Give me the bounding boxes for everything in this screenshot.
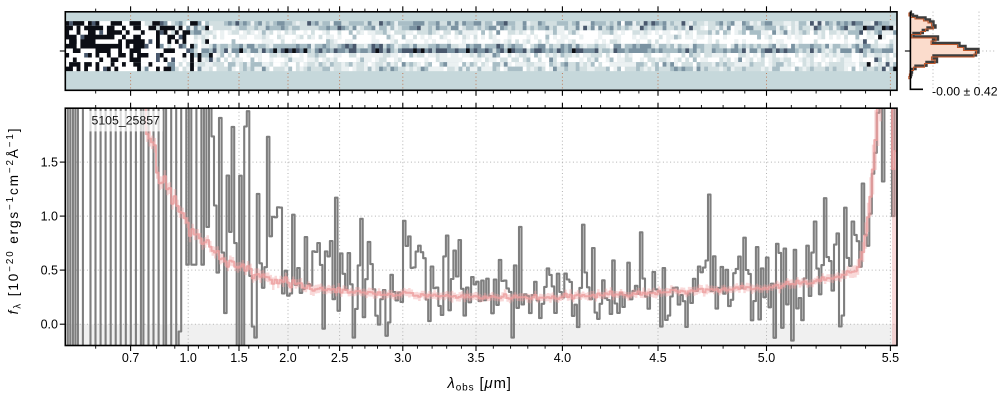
svg-text:1.0: 1.0: [41, 209, 58, 223]
svg-text:fλ [10−20 ergs−1cm−2Å−1]: fλ [10−20 ergs−1cm−2Å−1]: [5, 127, 24, 315]
svg-text:2.5: 2.5: [331, 351, 348, 365]
svg-text:0.7: 0.7: [122, 351, 139, 365]
svg-text:0.5: 0.5: [41, 263, 58, 277]
svg-text:3.0: 3.0: [394, 351, 411, 365]
svg-text:-0.00 ± 0.42: -0.00 ± 0.42: [932, 85, 998, 99]
svg-text:5.0: 5.0: [758, 351, 775, 365]
svg-text:2.0: 2.0: [279, 351, 296, 365]
svg-text:5.5: 5.5: [882, 351, 899, 365]
svg-text:4.0: 4.0: [554, 351, 571, 365]
svg-text:4.5: 4.5: [649, 351, 666, 365]
svg-text:1.5: 1.5: [41, 155, 58, 169]
svg-text:3.5: 3.5: [467, 351, 484, 365]
svg-text:λobs [μm]: λobs [μm]: [447, 376, 512, 394]
svg-text:0.0: 0.0: [41, 318, 58, 332]
svg-text:5105_25857: 5105_25857: [92, 114, 161, 128]
svg-text:1.0: 1.0: [180, 351, 197, 365]
svg-text:1.5: 1.5: [230, 351, 247, 365]
